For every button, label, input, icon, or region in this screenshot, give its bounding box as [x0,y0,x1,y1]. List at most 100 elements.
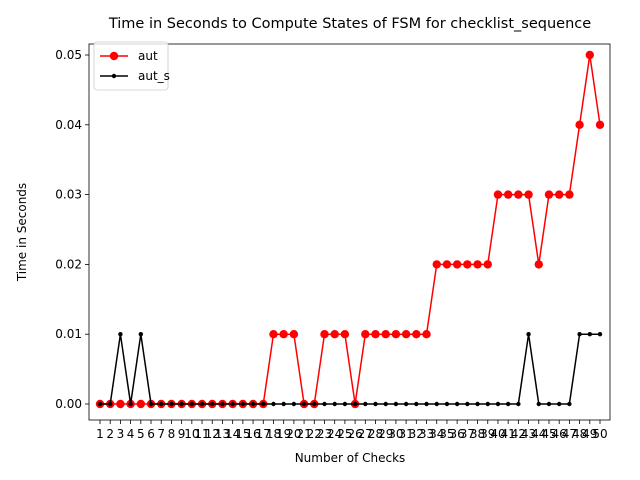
data-point-aut_s [108,401,113,407]
data-point-aut [554,190,564,199]
data-point-aut [565,190,574,199]
data-point-aut_s [505,401,511,407]
data-point-aut_s [220,401,225,407]
data-point-aut [585,50,594,60]
data-point-aut [330,330,339,339]
data-point-aut_s [556,401,562,407]
x-tick-label: 10 [184,427,199,441]
legend-marker-aut [109,51,119,61]
x-tick-label: 12 [205,427,220,441]
data-point-aut_s [199,401,205,407]
data-point-aut_s [332,401,337,407]
x-tick-label: 31 [398,427,413,441]
x-tick-label: 11 [194,427,209,441]
chart-title: Time in Seconds to Compute States of FSM… [108,16,591,32]
x-tick-label: 14 [225,427,240,441]
x-tick-label: 18 [266,427,281,441]
data-point-aut [544,190,554,199]
x-tick-label: 34 [429,427,444,441]
x-tick-label: 9 [178,427,186,441]
data-point-aut [391,330,401,339]
data-point-aut_s [373,401,378,407]
data-point-aut_s [189,401,195,407]
data-point-aut_s [301,401,307,407]
x-tick-label: 1 [96,427,104,441]
data-point-aut [320,330,329,339]
data-point-aut_s [597,332,603,337]
data-point-aut_s [393,401,399,407]
x-tick-label: 46 [552,427,567,441]
x-tick-label: 48 [572,427,587,441]
data-point-aut [269,330,278,339]
data-point-aut_s [322,401,327,407]
data-point-aut_s [179,401,184,407]
data-point-aut_s [485,401,490,407]
data-point-aut [463,260,472,269]
x-tick-label: 3 [117,427,125,441]
data-point-aut [493,190,503,199]
data-point-aut_s [240,401,246,407]
x-tick-label: 6 [147,427,155,441]
x-tick-label: 45 [541,427,556,441]
data-point-aut [432,260,441,269]
data-point-aut_s [118,332,123,337]
data-point-aut [575,120,584,129]
data-point-aut_s [444,401,450,407]
x-tick-label: 36 [450,427,465,441]
data-point-aut [116,399,125,409]
x-tick-label: 33 [419,427,434,441]
x-tick-label: 8 [168,427,176,441]
x-tick-label: 28 [368,427,383,441]
x-tick-label: 38 [470,427,485,441]
y-tick-label: 0.00 [55,397,82,411]
data-point-aut [289,330,299,339]
data-point-aut_s [312,401,317,407]
data-point-aut [483,260,492,269]
data-point-aut_s [261,401,266,407]
x-tick-label: 20 [286,427,301,441]
data-point-aut_s [424,401,429,407]
data-point-aut_s [536,401,541,407]
x-tick-label: 22 [307,427,322,441]
x-tick-label: 50 [592,427,607,441]
y-axis-label: Time in Seconds [15,183,29,282]
y-tick-label: 0.03 [55,188,82,202]
data-point-aut_s [210,401,215,407]
data-point-aut_s [291,401,297,407]
x-tick-label: 16 [245,427,260,441]
data-point-aut_s [567,401,572,407]
x-tick-label: 42 [511,427,526,441]
data-point-aut_s [434,401,439,407]
x-tick-label: 7 [157,427,165,441]
x-tick-label: 41 [501,427,516,441]
data-point-aut [340,330,350,339]
data-point-aut [595,120,605,129]
x-tick-label: 27 [358,427,373,441]
x-tick-label: 5 [137,427,145,441]
x-tick-label: 39 [480,427,495,441]
data-point-aut [371,330,380,339]
y-tick-label: 0.01 [55,327,82,341]
data-point-aut [401,330,411,339]
x-axis-label: Number of Checks [295,451,406,465]
x-tick-label: 15 [235,427,250,441]
x-tick-label: 43 [521,427,536,441]
series-line-aut [100,54,601,405]
data-point-aut_s [169,401,174,407]
x-tick-label: 21 [296,427,311,441]
data-point-aut_s [475,401,480,407]
axis-ticks: 0.000.010.020.030.040.051 2 3 4 5 6 7 8 91011121… [55,48,607,441]
data-point-aut_s [271,401,276,407]
data-point-aut_s [230,401,235,407]
x-tick-label: 47 [562,427,577,441]
data-point-aut_s [526,332,531,337]
data-point-aut [514,190,523,199]
data-point-aut_s [363,401,368,407]
x-tick-label: 44 [531,427,546,441]
x-tick-label: 26 [347,427,362,441]
data-point-aut [442,260,452,269]
x-tick-label: 23 [317,427,332,441]
data-point-aut_s [128,401,133,407]
legend-marker-aut_s [111,73,117,79]
